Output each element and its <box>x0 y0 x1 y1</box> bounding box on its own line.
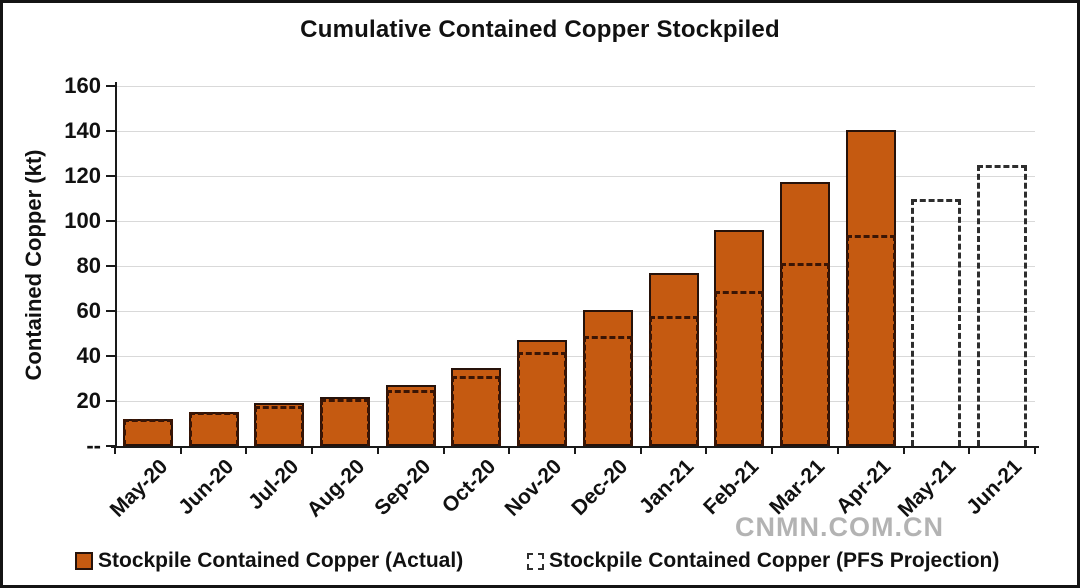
bar-projection-Oct-20 <box>451 376 502 446</box>
x-tick <box>705 446 708 454</box>
legend-label-actual: Stockpile Contained Copper (Actual) <box>98 549 464 572</box>
y-tick <box>106 220 115 222</box>
bar-projection-Dec-20 <box>582 335 633 446</box>
x-tick <box>442 446 445 454</box>
y-tick <box>106 400 115 402</box>
gridline <box>115 86 1035 87</box>
gridline <box>115 221 1035 222</box>
x-tick-label-text: May-20 <box>105 455 173 522</box>
legend-swatch-projection-icon <box>527 552 544 570</box>
y-tick <box>106 265 115 267</box>
y-tick-label: 140 <box>64 118 101 143</box>
x-tick <box>508 446 511 454</box>
x-tick <box>902 446 905 454</box>
y-tick-label: 120 <box>64 163 101 188</box>
gridline <box>115 266 1035 267</box>
bar-projection-Mar-21 <box>780 262 830 446</box>
watermark: CNMN.COM.CN <box>735 512 944 542</box>
x-tick <box>574 446 576 454</box>
gridline <box>115 311 1035 312</box>
y-tick-label: 60 <box>76 298 101 323</box>
y-tick-label: 40 <box>76 343 101 368</box>
y-tick-label: 100 <box>64 208 101 233</box>
gridline <box>115 131 1035 132</box>
x-tick <box>771 446 774 454</box>
y-tick-label: 20 <box>76 388 101 413</box>
gridline <box>115 176 1035 177</box>
x-tick <box>245 446 248 454</box>
bar-projection-May-20 <box>122 419 173 446</box>
x-tick <box>836 446 839 454</box>
bar-actual-Jan-21 <box>648 272 699 446</box>
bar-projection-Feb-21 <box>714 290 765 446</box>
gridline <box>115 401 1035 402</box>
y-tick <box>106 445 115 447</box>
bar-projection-Nov-20 <box>517 351 568 446</box>
x-tick-label-text: Oct-20 <box>438 455 501 518</box>
bar-actual-Feb-21 <box>714 230 765 446</box>
legend-label-projection: Stockpile Contained Copper (PFS Projecti… <box>549 549 1000 572</box>
x-tick <box>1034 446 1036 454</box>
bar-actual-Sep-20 <box>385 385 436 446</box>
legend-item-projection: Stockpile Contained Copper (PFS Projecti… <box>527 549 999 573</box>
bar-projection-Jun-21 <box>977 164 1028 446</box>
x-tick-label-text: Apr-21 <box>831 455 895 519</box>
bar-projection-Aug-20 <box>320 398 370 446</box>
x-tick <box>311 446 314 454</box>
y-tick-label: 80 <box>76 253 101 278</box>
y-tick-label: -- <box>86 433 101 458</box>
x-tick-label-text: Jun-20 <box>173 455 238 520</box>
x-tick <box>114 446 116 454</box>
y-tick <box>106 175 115 177</box>
x-tick-label-text: Jul-20 <box>244 455 304 515</box>
x-tick-label-text: Sep-20 <box>370 455 435 520</box>
bar-projection-Jun-20 <box>188 412 239 446</box>
x-tick <box>968 446 971 454</box>
x-tick-label-text: Jun-21 <box>962 455 1027 520</box>
x-tick-label-text: Feb-21 <box>699 455 764 520</box>
x-tick-label-text: Mar-21 <box>765 455 830 520</box>
y-axis-line <box>115 82 117 448</box>
x-tick <box>639 446 642 454</box>
bar-projection-Sep-20 <box>385 389 436 446</box>
y-tick <box>106 355 115 357</box>
legend-item-actual: Stockpile Contained Copper (Actual) <box>75 549 463 573</box>
x-tick-label-text: Nov-20 <box>500 455 567 521</box>
x-tick <box>376 446 379 454</box>
y-tick <box>106 130 115 132</box>
x-tick-label-text: Dec-20 <box>567 455 633 520</box>
y-tick <box>106 85 115 87</box>
x-tick-label-text: Jan-21 <box>634 455 698 519</box>
x-axis-line <box>111 446 1039 448</box>
x-tick <box>179 446 182 454</box>
bar-actual-Mar-21 <box>780 181 830 446</box>
legend-swatch-actual-icon <box>75 552 93 570</box>
bar-projection-Apr-21 <box>845 234 896 446</box>
plot-area: -- 20 40 60 80 100 120 140 160 May-20 Jun-20 Jul-20… <box>3 3 1077 585</box>
y-tick <box>106 310 115 312</box>
bar-projection-Jan-21 <box>648 315 699 446</box>
chart-title: Cumulative Contained Copper Stockpiled <box>300 16 780 43</box>
bar-projection-May-21 <box>911 198 962 446</box>
x-tick-label-text: Aug-20 <box>302 455 370 522</box>
y-tick-label: 160 <box>64 73 101 98</box>
gridline <box>115 356 1035 357</box>
bar-projection-Jul-20 <box>254 405 305 446</box>
